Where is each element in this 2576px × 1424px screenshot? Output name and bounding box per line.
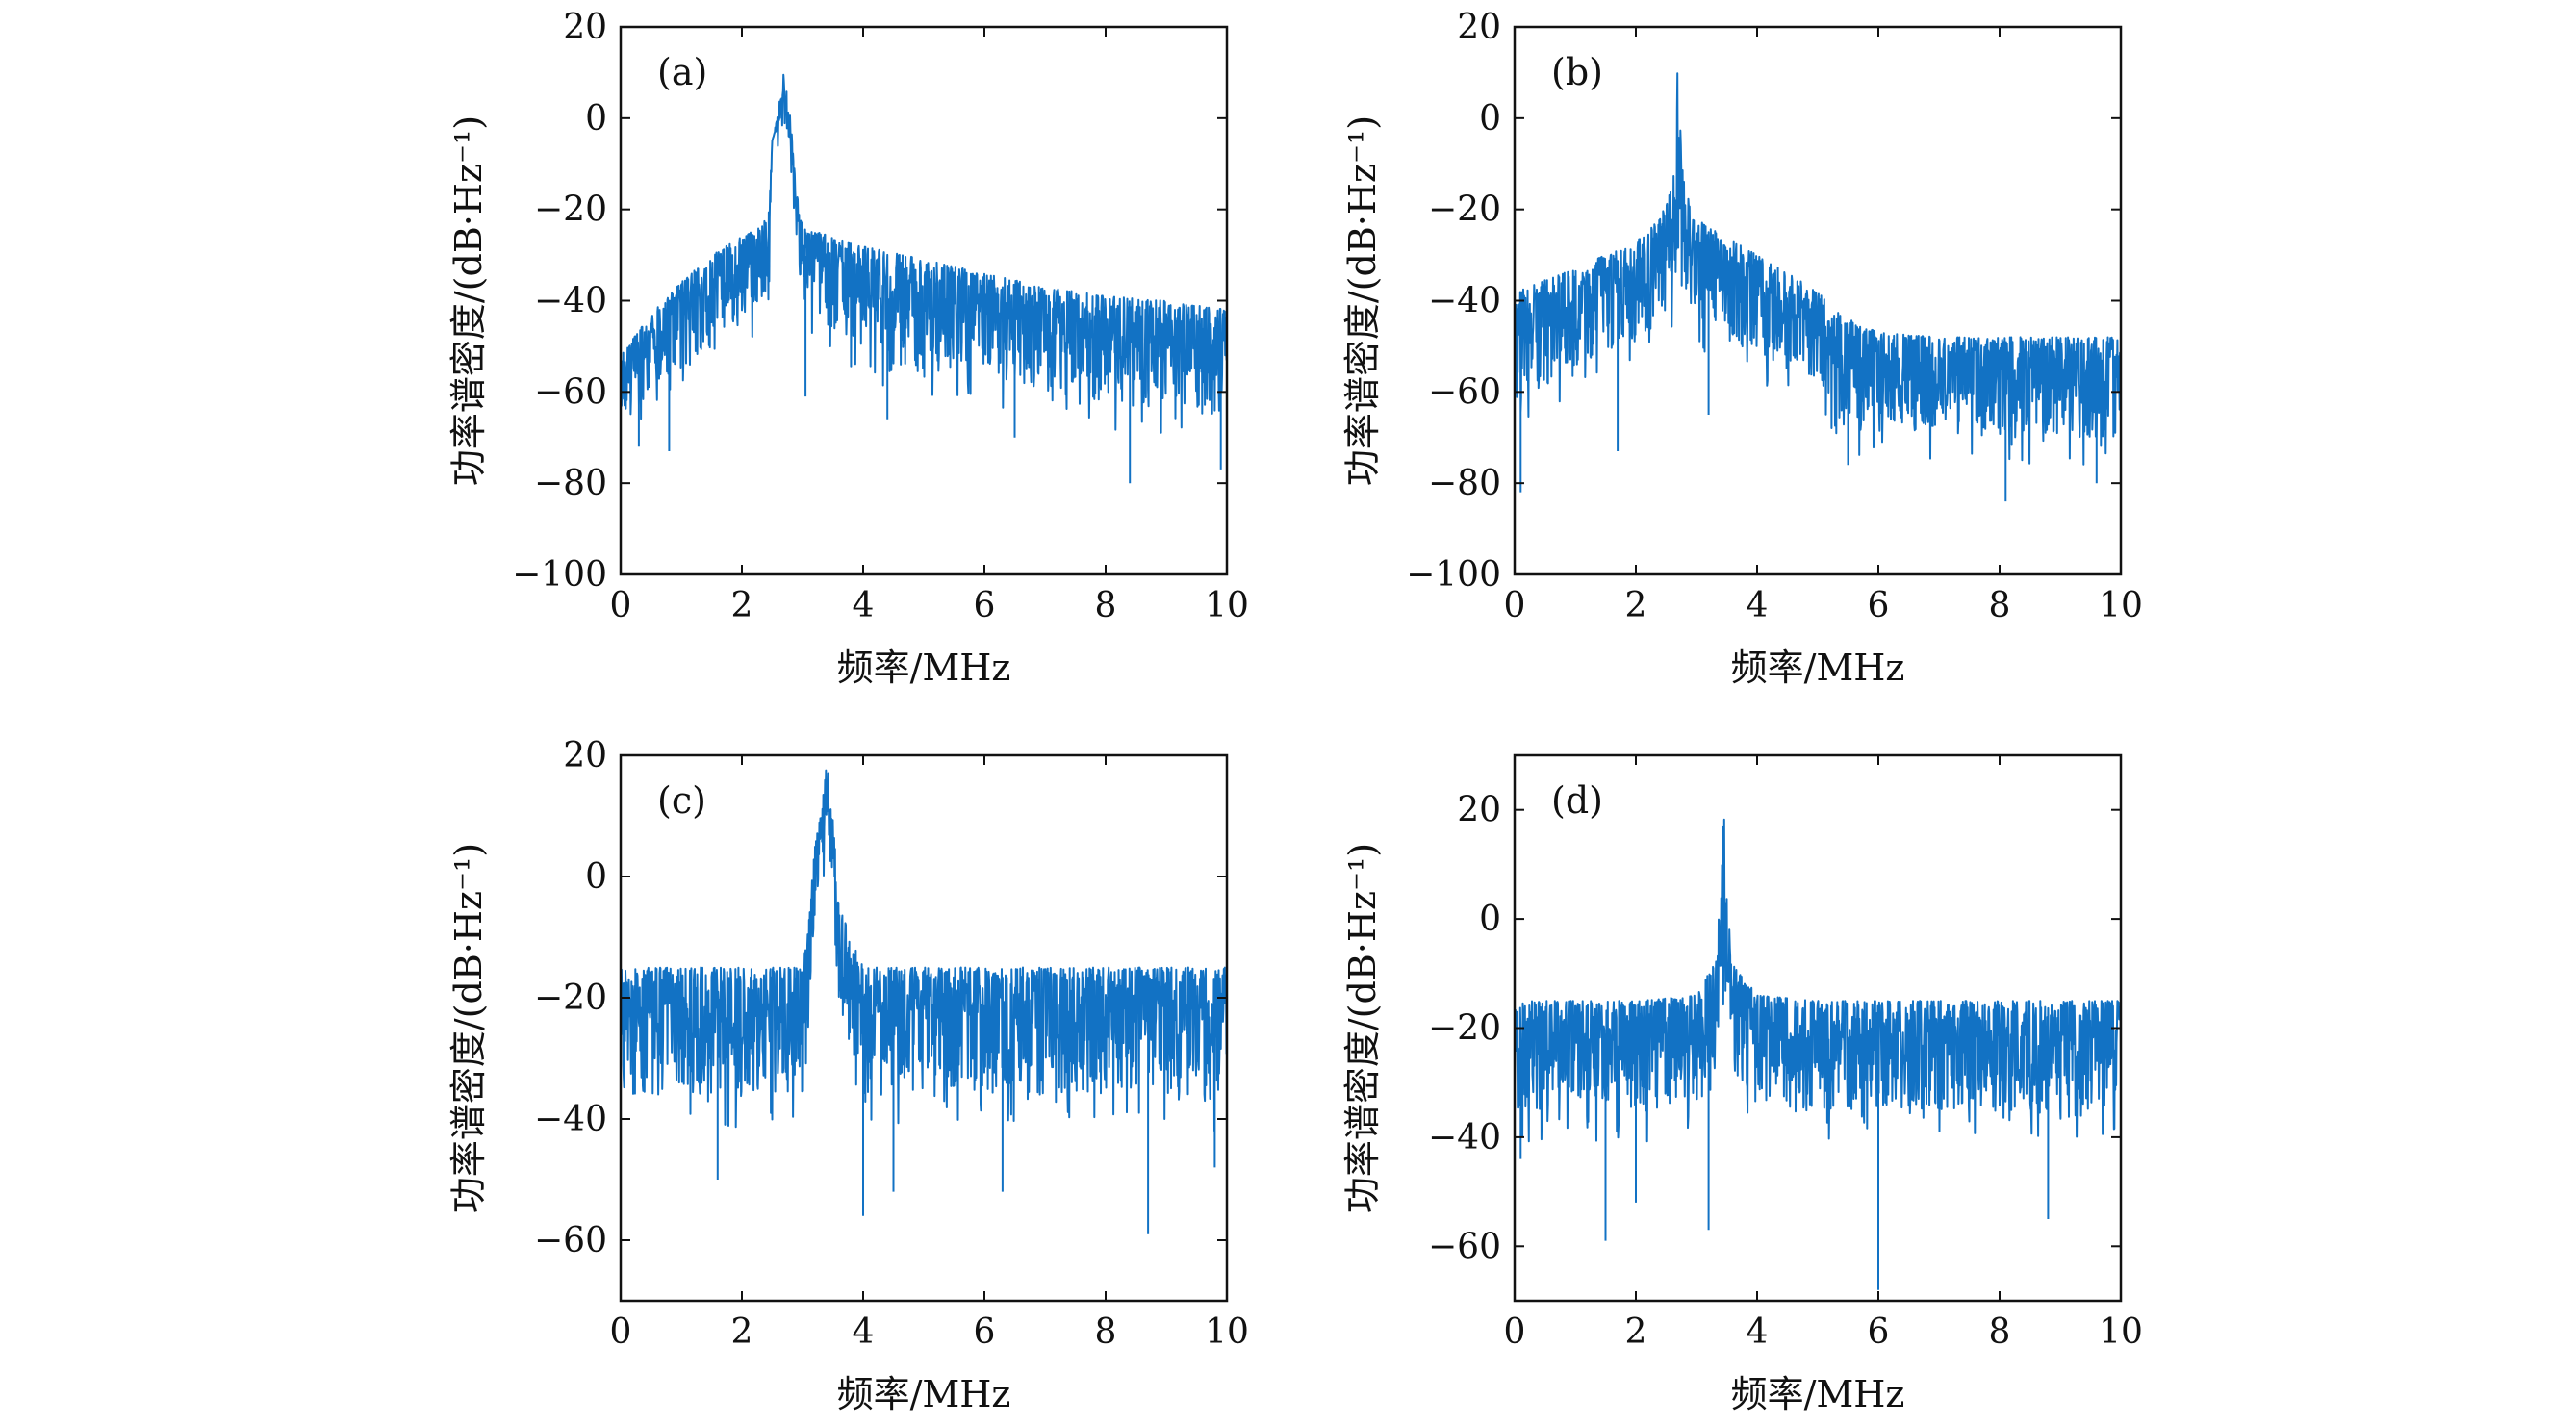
chart-panel-b: 0 2 4 6 8 10 20 0 −20 −40 −60 −80 −100 (b) 频率/MHz 功率谱密度… xyxy=(1341,8,2143,689)
y-tick-label-a-1: 0 xyxy=(585,99,607,139)
x-tick-label-a-0: 0 xyxy=(610,586,632,625)
y-tick-label-d-4: −60 xyxy=(1428,1227,1501,1266)
y-axis-title-a: 功率谱密度/(dB·Hz⁻¹) xyxy=(447,115,490,486)
x-axis-title-c: 频率/MHz xyxy=(837,1373,1011,1415)
x-axis-title-d: 频率/MHz xyxy=(1731,1373,1905,1415)
y-tick-label-d-1: 0 xyxy=(1479,900,1501,939)
x-tick-label-c-5: 10 xyxy=(1205,1312,1249,1352)
y-tick-label-c-2: −20 xyxy=(534,979,607,1018)
y-tick-label-a-2: −20 xyxy=(534,191,607,230)
y-tick-label-b-4: −60 xyxy=(1428,372,1501,412)
x-tick-label-a-3: 6 xyxy=(974,586,996,625)
y-tick-label-b-1: 0 xyxy=(1479,99,1501,139)
x-tick-label-b-2: 4 xyxy=(1747,586,1769,625)
spectrum-trace-b xyxy=(1514,72,2122,502)
x-tick-label-c-3: 6 xyxy=(974,1312,996,1352)
x-tick-label-d-1: 2 xyxy=(1625,1312,1647,1352)
x-axis-title-b: 频率/MHz xyxy=(1731,647,1905,689)
y-tick-label-a-3: −40 xyxy=(534,282,607,321)
x-tick-label-b-4: 8 xyxy=(1989,586,2011,625)
x-tick-label-b-0: 0 xyxy=(1504,586,1526,625)
y-tick-label-a-0: 20 xyxy=(563,8,607,47)
chart-panel-d: 0 2 4 6 8 10 20 0 −20 −40 −60 (d) 频率/MHz 功率谱密度/(dB·Hz… xyxy=(1341,753,2143,1415)
y-tick-label-a-4: −60 xyxy=(534,372,607,412)
y-tick-label-d-2: −20 xyxy=(1428,1009,1501,1049)
y-tick-label-b-3: −40 xyxy=(1428,282,1501,321)
chart-panel-a: 0 2 4 6 8 10 20 0 −20 −40 −60 −80 −100 (a) 频率/MHz 功率谱密度… xyxy=(447,8,1249,689)
y-tick-label-b-0: 20 xyxy=(1457,8,1501,47)
y-tick-label-d-0: 20 xyxy=(1457,791,1501,830)
y-tick-label-a-6: −100 xyxy=(512,555,607,595)
x-tick-label-d-4: 8 xyxy=(1989,1312,2011,1352)
panel-label-b: (b) xyxy=(1551,51,1603,93)
x-tick-label-c-1: 2 xyxy=(731,1312,753,1352)
x-axis-title-a: 频率/MHz xyxy=(837,647,1011,689)
x-tick-label-c-2: 4 xyxy=(853,1312,875,1352)
y-tick-label-a-5: −80 xyxy=(534,464,607,503)
y-tick-label-c-1: 0 xyxy=(585,857,607,897)
x-tick-label-b-5: 10 xyxy=(2099,586,2143,625)
x-tick-label-d-3: 6 xyxy=(1868,1312,1890,1352)
panel-label-a: (a) xyxy=(657,51,707,93)
plot-frame-c xyxy=(619,753,1229,1303)
y-axis-title-c: 功率谱密度/(dB·Hz⁻¹) xyxy=(447,843,490,1213)
panel-label-d: (d) xyxy=(1551,779,1603,822)
chart-panel-c: 0 2 4 6 8 10 20 0 −20 −40 −60 (c) 频率/MHz 功率谱密度/(dB·Hz… xyxy=(447,736,1249,1415)
x-tick-label-a-1: 2 xyxy=(731,586,753,625)
y-axis-title-b: 功率谱密度/(dB·Hz⁻¹) xyxy=(1341,115,1384,486)
y-tick-label-c-3: −40 xyxy=(534,1100,607,1139)
x-tick-label-b-3: 6 xyxy=(1868,586,1890,625)
y-tick-label-b-2: −20 xyxy=(1428,191,1501,230)
y-tick-label-b-6: −100 xyxy=(1406,555,1501,595)
y-tick-label-b-5: −80 xyxy=(1428,464,1501,503)
x-tick-label-c-4: 8 xyxy=(1095,1312,1117,1352)
x-tick-label-d-5: 10 xyxy=(2099,1312,2143,1352)
y-tick-label-d-3: −40 xyxy=(1428,1118,1501,1157)
panel-label-c: (c) xyxy=(657,779,706,822)
x-tick-label-d-2: 4 xyxy=(1747,1312,1769,1352)
y-tick-label-c-0: 20 xyxy=(563,736,607,776)
spectrum-trace-d xyxy=(1514,818,2122,1290)
spectrum-trace-c xyxy=(620,769,1228,1234)
x-tick-label-a-2: 4 xyxy=(853,586,875,625)
y-tick-label-c-4: −60 xyxy=(534,1221,607,1260)
x-tick-label-a-4: 8 xyxy=(1095,586,1117,625)
x-tick-label-d-0: 0 xyxy=(1504,1312,1526,1352)
x-tick-label-c-0: 0 xyxy=(610,1312,632,1352)
y-axis-title-d: 功率谱密度/(dB·Hz⁻¹) xyxy=(1341,843,1384,1213)
x-tick-label-a-5: 10 xyxy=(1205,586,1249,625)
spectrum-trace-a xyxy=(620,73,1228,484)
x-tick-label-b-1: 2 xyxy=(1625,586,1647,625)
